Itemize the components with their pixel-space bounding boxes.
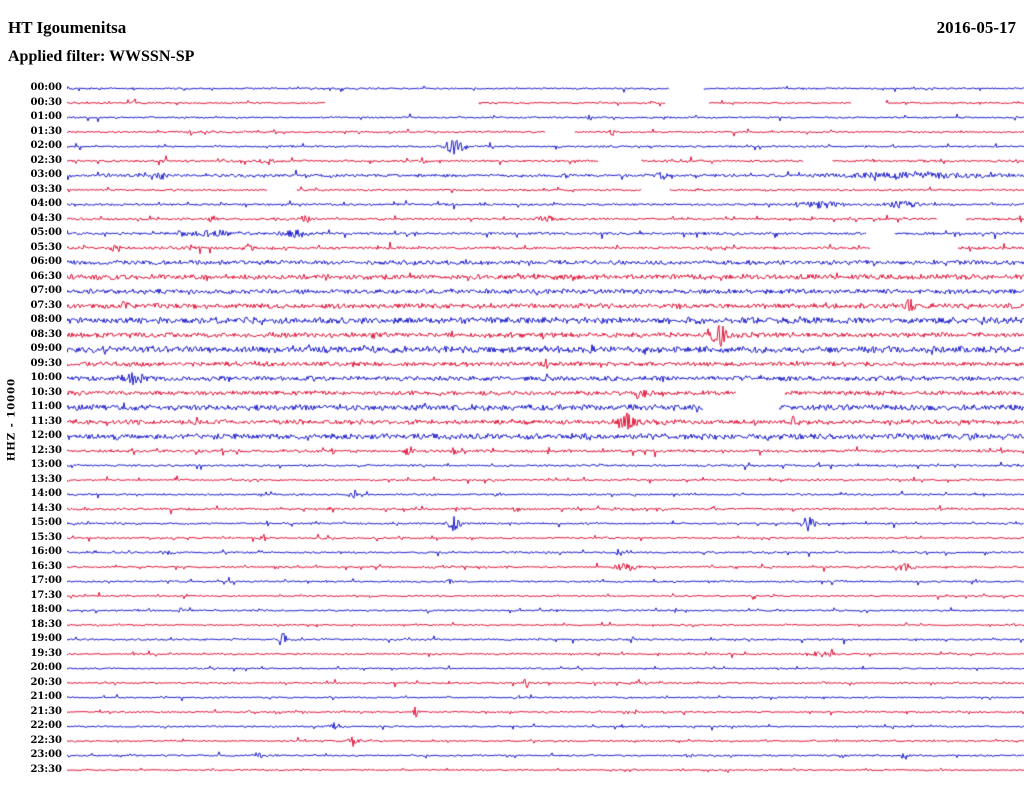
- time-label: 03:00: [30, 169, 62, 180]
- time-label: 09:00: [30, 343, 62, 354]
- time-label: 18:00: [30, 604, 62, 615]
- time-label: 19:30: [30, 647, 62, 659]
- time-label: 19:00: [30, 633, 62, 644]
- time-label: 05:30: [30, 241, 62, 253]
- time-label: 21:00: [30, 691, 62, 702]
- time-label: 14:00: [30, 488, 62, 499]
- time-label: 23:30: [30, 763, 62, 775]
- station-title: HT Igoumenitsa: [8, 18, 127, 37]
- time-label: 20:30: [30, 676, 62, 688]
- helicorder-canvas: [67, 80, 1024, 786]
- time-label: 11:30: [30, 415, 62, 427]
- time-label: 21:30: [30, 705, 62, 717]
- time-label: 01:00: [30, 111, 62, 122]
- time-label: 22:30: [30, 734, 62, 746]
- time-label: 10:00: [30, 372, 62, 383]
- time-label: 16:00: [30, 546, 62, 557]
- time-label: 17:30: [30, 589, 62, 601]
- time-label: 22:00: [30, 720, 62, 731]
- time-label: 02:00: [30, 140, 62, 151]
- time-label: 00:30: [30, 96, 62, 108]
- time-label: 12:00: [30, 430, 62, 441]
- time-label: 00:00: [30, 82, 62, 93]
- time-label: 09:30: [30, 357, 62, 369]
- time-label: 04:00: [30, 198, 62, 209]
- time-label: 03:30: [30, 183, 62, 195]
- time-label: 13:30: [30, 473, 62, 485]
- time-label: 07:30: [30, 299, 62, 311]
- time-label: 10:30: [30, 386, 62, 398]
- time-label: 02:30: [30, 154, 62, 166]
- time-label: 20:00: [30, 662, 62, 673]
- time-label: 06:00: [30, 256, 62, 267]
- time-label: 16:30: [30, 560, 62, 572]
- time-label: 18:30: [30, 618, 62, 630]
- time-label: 15:00: [30, 517, 62, 528]
- time-label: 08:00: [30, 314, 62, 325]
- time-label: 12:30: [30, 444, 62, 456]
- time-label: 17:00: [30, 575, 62, 586]
- time-label: 08:30: [30, 328, 62, 340]
- time-label: 07:00: [30, 285, 62, 296]
- time-label: 06:30: [30, 270, 62, 282]
- time-label: 13:00: [30, 459, 62, 470]
- time-label: 05:00: [30, 227, 62, 238]
- time-label: 04:30: [30, 212, 62, 224]
- time-label: 15:30: [30, 531, 62, 543]
- time-label: 14:30: [30, 502, 62, 514]
- filter-label: Applied filter: WWSSN-SP: [8, 48, 195, 65]
- date-label: 2016-05-17: [936, 18, 1016, 37]
- time-label: 11:00: [30, 401, 62, 412]
- time-label: 01:30: [30, 125, 62, 137]
- time-label: 23:00: [30, 749, 62, 760]
